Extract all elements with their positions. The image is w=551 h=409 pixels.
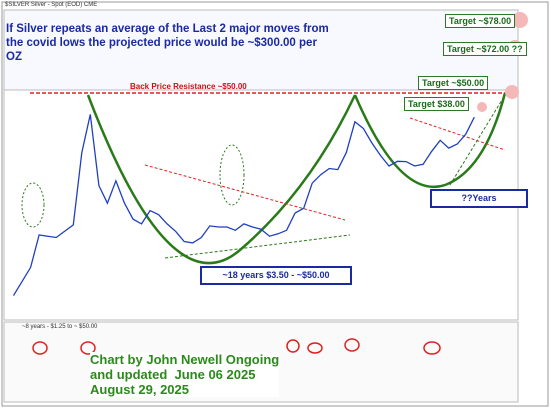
chart-header: $SILVER Silver - Spot (EOD) CME: [5, 2, 98, 8]
rsi-circle: [32, 341, 48, 355]
target-dot: [505, 85, 519, 99]
target-label: Target ~$72.00 ??: [443, 42, 527, 56]
rsi-circle: [423, 341, 441, 355]
trend-line: [164, 234, 351, 259]
cycle-oval: [219, 144, 245, 206]
rsi-circle: [286, 339, 300, 353]
cycle-box: ~18 years $3.50 - ~$50.00: [200, 266, 352, 285]
resistance-label: Back Price Resistance ~$50.00: [130, 82, 247, 91]
headline: If Silver repeats an average of the Last…: [6, 23, 329, 63]
rsi-circle: [80, 341, 96, 355]
credit-line: Chart by John Newell Ongoing: [90, 352, 280, 367]
rsi-circle: [344, 338, 360, 352]
cup-curve: [86, 94, 357, 265]
trend-line: [409, 117, 506, 151]
target-dot: [512, 12, 528, 28]
cycle-box: ??Years: [430, 189, 528, 208]
rsi-note: ~8 years - $1.25 to ~ $50.00: [22, 324, 98, 330]
credit: Chart by John Newell Ongoing and updated…: [90, 352, 280, 397]
cycle-oval: [21, 182, 45, 228]
credit-line: and updated June 06 2025: [90, 367, 256, 382]
rsi-circle: [307, 342, 323, 354]
target-dot: [477, 102, 487, 112]
trend-line: [144, 164, 346, 221]
cup-curve: [353, 92, 507, 189]
trend-line: [449, 94, 506, 186]
target-label: Target ~$78.00: [445, 14, 516, 28]
credit-line: August 29, 2025: [90, 382, 189, 397]
target-label: Target ~$50.00: [418, 76, 489, 90]
price-line: [12, 114, 475, 296]
target-label: Target $38.00: [404, 97, 469, 111]
